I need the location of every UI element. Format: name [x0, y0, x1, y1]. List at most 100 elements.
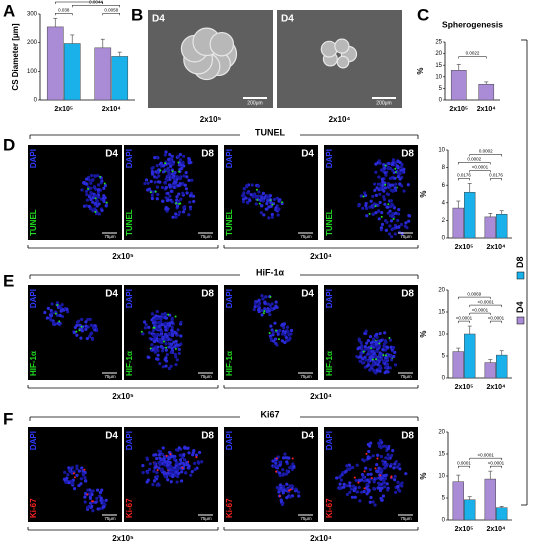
nucleus: [49, 318, 53, 322]
nucleus: [164, 316, 168, 320]
p-value: <0.0001: [472, 165, 489, 170]
nucleus: [160, 349, 165, 353]
nucleus: [151, 328, 155, 333]
day-label: D4: [281, 14, 294, 25]
nucleus: [151, 190, 155, 194]
nucleus: [400, 481, 404, 485]
p-value: 0.0176: [457, 173, 471, 178]
nucleus: [367, 350, 371, 354]
nucleus: [164, 348, 168, 352]
significance-bracket: [490, 465, 502, 469]
nucleus: [382, 189, 386, 193]
nucleus: [169, 189, 173, 193]
nucleus: [162, 164, 166, 168]
day-label: D4: [105, 149, 118, 160]
y-tick-label: 15: [438, 452, 445, 458]
significance-bracket: [469, 304, 502, 308]
y-tick-label: 0: [34, 98, 38, 104]
nucleus: [388, 464, 393, 468]
micrograph: [28, 145, 122, 240]
x-tick-label: 2x10⁵: [449, 106, 468, 113]
legend-swatch: [516, 271, 525, 280]
nucleus: [164, 342, 168, 346]
nucleus: [181, 461, 185, 465]
nucleus: [143, 326, 147, 330]
nucleus: [261, 191, 265, 195]
nucleus: [392, 188, 396, 192]
nucleus: [344, 469, 348, 473]
nucleus: [394, 211, 398, 215]
nucleus: [169, 454, 173, 459]
significance-bracket: [458, 296, 491, 300]
y-tick-label: 100: [27, 69, 38, 75]
nucleus: [152, 479, 157, 483]
nucleus: [353, 495, 357, 499]
stain-dot: [163, 340, 166, 343]
y-tick-label: 25: [435, 40, 442, 46]
nucleus: [178, 453, 182, 457]
nucleus: [150, 193, 154, 197]
nucleus: [147, 355, 151, 359]
nucleus: [93, 500, 98, 504]
nucleus: [339, 478, 344, 482]
nucleus: [89, 332, 93, 336]
stain-dot: [362, 350, 365, 353]
nucleus: [77, 319, 81, 323]
nucleus: [378, 331, 382, 336]
nucleus: [342, 482, 346, 486]
scale-label: 75μm: [104, 234, 116, 239]
day-label: D4: [152, 14, 165, 25]
stain-dot: [387, 203, 390, 206]
nucleus: [396, 218, 400, 223]
nucleus: [185, 191, 189, 195]
nucleus: [172, 457, 177, 461]
nucleus: [388, 366, 392, 370]
nucleus: [166, 198, 170, 202]
nucleus: [360, 473, 365, 477]
nucleus: [369, 472, 373, 476]
bar: [111, 56, 129, 101]
nucleus: [377, 217, 381, 221]
title-bg: [240, 407, 300, 425]
nucleus: [375, 469, 379, 473]
nucleus: [63, 470, 67, 474]
nucleus: [281, 456, 286, 460]
nucleus: [176, 200, 181, 204]
stain-dot: [103, 182, 106, 185]
nucleus: [179, 175, 183, 179]
nucleus: [242, 194, 246, 198]
stain-dot: [263, 309, 266, 312]
nucleus: [150, 318, 154, 322]
nucleus: [170, 318, 174, 322]
nucleus: [397, 462, 401, 467]
nucleus: [272, 197, 277, 201]
nucleus: [50, 302, 54, 306]
nucleus: [56, 321, 60, 325]
significance-bracket: [458, 320, 470, 324]
nucleus: [252, 307, 256, 312]
nucleus: [155, 474, 160, 479]
nucleus: [377, 483, 382, 487]
nucleus: [257, 190, 261, 194]
nucleus: [182, 154, 186, 158]
nucleus: [297, 494, 301, 498]
nucleus: [176, 184, 180, 188]
stain-dot: [73, 476, 76, 479]
nucleus: [154, 314, 158, 318]
scale-label: 75μm: [200, 516, 212, 521]
nucleus: [176, 328, 180, 332]
nucleus: [197, 461, 201, 465]
nucleus: [256, 194, 260, 198]
nucleus: [347, 463, 351, 467]
stain-dot: [149, 347, 152, 350]
nucleus: [168, 194, 172, 198]
micrograph: [224, 285, 318, 380]
nucleus: [99, 496, 103, 500]
nucleus: [349, 487, 353, 491]
nucleus: [387, 232, 392, 236]
panel-label: E: [3, 271, 14, 290]
stain-label: TUNEL: [29, 209, 38, 236]
nucleus: [388, 338, 393, 342]
scale-label: 75μm: [300, 374, 312, 379]
nucleus: [285, 472, 289, 476]
